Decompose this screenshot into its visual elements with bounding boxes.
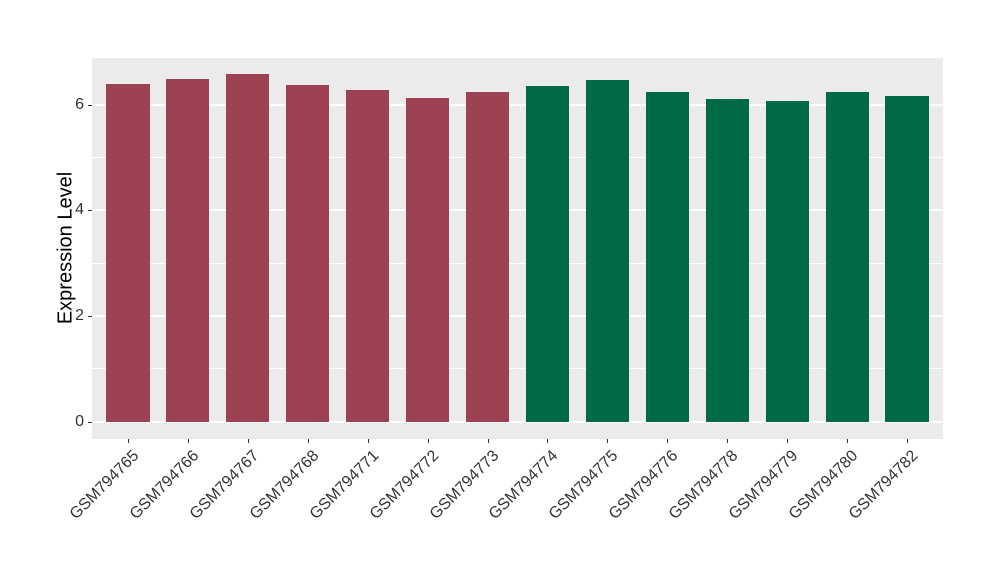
minor-gridline [92, 262, 943, 264]
x-tick-mark [127, 439, 129, 443]
bar-GSM794773 [465, 91, 510, 422]
minor-gridline [92, 368, 943, 370]
x-tick-mark [367, 439, 369, 443]
bar-GSM794774 [525, 86, 570, 422]
bar-GSM794775 [585, 80, 629, 422]
x-tick-mark [427, 439, 429, 443]
bar-GSM794771 [346, 89, 390, 422]
y-tick-mark [88, 104, 92, 106]
major-gridline [92, 420, 943, 423]
plot-panel [92, 58, 943, 439]
y-tick-label: 2 [75, 306, 84, 324]
bar-GSM794767 [226, 74, 270, 422]
x-tick-mark [727, 439, 729, 443]
y-tick-label: 4 [75, 201, 84, 219]
y-tick-mark [88, 315, 92, 317]
x-tick-mark [607, 439, 609, 443]
major-gridline [92, 209, 943, 212]
bar-GSM794779 [765, 101, 809, 422]
y-tick-label: 6 [75, 95, 84, 113]
bar-GSM794765 [106, 84, 150, 422]
x-tick-mark [907, 439, 909, 443]
x-tick-mark [847, 439, 849, 443]
major-gridline [92, 314, 943, 317]
x-tick-mark [787, 439, 789, 443]
bar-GSM794778 [705, 99, 749, 422]
y-axis-title: Expression Level [54, 171, 77, 325]
x-tick-mark [307, 439, 309, 443]
x-tick-mark [667, 439, 669, 443]
bar-GSM794766 [166, 78, 210, 422]
major-gridline [92, 103, 943, 106]
x-tick-mark [247, 439, 249, 443]
x-tick-mark [187, 439, 189, 443]
x-tick-mark [547, 439, 549, 443]
y-tick-mark [88, 210, 92, 212]
bar-GSM794780 [825, 92, 869, 422]
x-tick-mark [487, 439, 489, 443]
bar-GSM794772 [406, 97, 450, 422]
y-tick-label: 0 [75, 412, 84, 430]
bar-GSM794782 [885, 95, 929, 422]
bar-GSM794776 [645, 91, 689, 422]
bar-GSM794768 [286, 85, 330, 422]
minor-gridline [92, 156, 943, 158]
y-tick-mark [88, 421, 92, 423]
